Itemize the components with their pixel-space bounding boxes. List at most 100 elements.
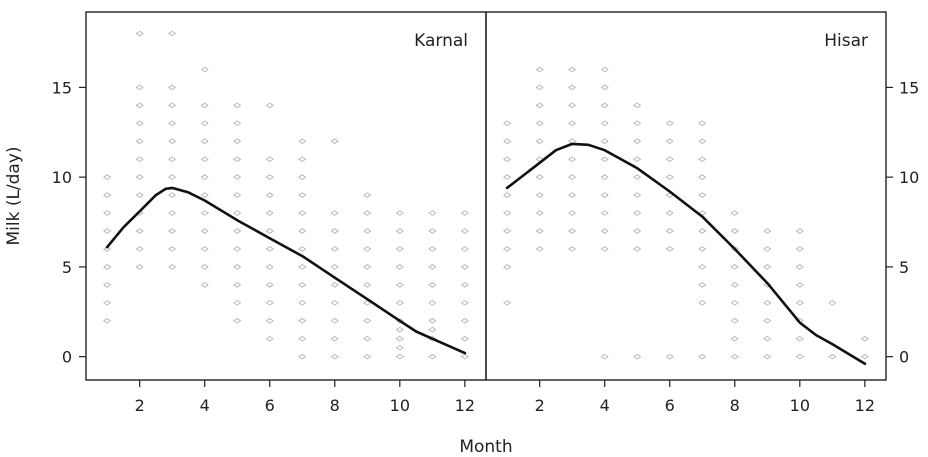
data-point — [600, 102, 609, 109]
data-point — [135, 192, 144, 198]
data-point — [330, 282, 339, 288]
data-point — [633, 192, 642, 198]
data-point — [535, 84, 544, 91]
data-point — [135, 102, 144, 109]
data-point — [600, 228, 609, 234]
data-point — [200, 138, 209, 145]
data-point — [233, 317, 242, 324]
y-axis: 0 0 5 5 10 10 15 15 — [52, 78, 920, 366]
data-point — [535, 138, 544, 145]
data-point — [395, 246, 404, 252]
data-point — [363, 317, 372, 324]
data-points-karnal — [103, 30, 469, 360]
data-point — [828, 353, 837, 360]
x-axis-title: Month — [459, 437, 512, 457]
data-point — [168, 264, 177, 270]
data-point — [633, 138, 642, 145]
x-tick-label: 4 — [600, 396, 610, 415]
data-point — [298, 174, 307, 180]
data-point — [860, 353, 869, 360]
data-point — [428, 326, 437, 333]
data-point — [168, 102, 177, 109]
x-tick-label: 6 — [265, 396, 275, 415]
data-point — [568, 210, 577, 216]
data-point — [763, 264, 772, 270]
data-point — [568, 192, 577, 198]
panel-frame — [485, 11, 887, 381]
y-axis-title: Milk (L/day) — [4, 146, 24, 245]
data-point — [428, 246, 437, 252]
data-point — [265, 264, 274, 270]
data-point — [200, 282, 209, 288]
data-point — [233, 138, 242, 145]
data-point — [698, 174, 707, 180]
data-point — [200, 120, 209, 127]
data-point — [265, 174, 274, 180]
data-point — [535, 120, 544, 127]
data-point — [103, 299, 112, 306]
data-point — [460, 299, 469, 306]
data-point — [795, 264, 804, 270]
data-point — [665, 353, 674, 360]
data-point — [633, 353, 642, 360]
data-point — [103, 317, 112, 324]
data-point — [730, 299, 739, 306]
data-point — [795, 299, 804, 306]
data-point — [460, 335, 469, 342]
data-point — [200, 66, 209, 73]
x-tick-label: 12 — [855, 396, 875, 415]
data-point — [568, 138, 577, 145]
data-point — [135, 156, 144, 163]
data-point — [168, 84, 177, 91]
data-point — [168, 156, 177, 163]
data-point — [298, 138, 307, 145]
data-point — [168, 228, 177, 234]
data-point — [363, 282, 372, 288]
data-point — [730, 264, 739, 270]
data-point — [428, 210, 437, 216]
data-point — [568, 102, 577, 109]
data-point — [600, 120, 609, 127]
data-point — [265, 246, 274, 252]
data-point — [600, 84, 609, 91]
data-point — [395, 344, 404, 351]
data-point — [363, 335, 372, 342]
data-point — [568, 120, 577, 127]
data-point — [633, 174, 642, 180]
data-point — [200, 156, 209, 163]
data-point — [698, 282, 707, 288]
data-point — [460, 264, 469, 270]
data-point — [135, 120, 144, 127]
data-point — [600, 192, 609, 198]
data-point — [503, 228, 512, 234]
data-point — [363, 246, 372, 252]
data-point — [460, 353, 469, 360]
data-point — [795, 228, 804, 234]
data-point — [265, 210, 274, 216]
x-axis: 2 4 6 8 10 12 2 4 6 8 10 12 — [135, 380, 875, 415]
data-point — [795, 335, 804, 342]
data-point — [135, 264, 144, 270]
data-point — [600, 353, 609, 360]
data-point — [233, 246, 242, 252]
data-point — [363, 210, 372, 216]
data-point — [633, 246, 642, 252]
data-point — [168, 120, 177, 127]
data-point — [363, 192, 372, 198]
data-point — [600, 210, 609, 216]
data-point — [103, 282, 112, 288]
x-tick-label: 2 — [135, 396, 145, 415]
data-point — [233, 282, 242, 288]
data-point — [168, 174, 177, 180]
data-point — [503, 264, 512, 270]
data-point — [200, 192, 209, 198]
data-point — [395, 210, 404, 216]
data-point — [233, 228, 242, 234]
data-point — [298, 282, 307, 288]
data-point — [330, 264, 339, 270]
data-point — [233, 192, 242, 198]
x-tick-label: 8 — [730, 396, 740, 415]
data-point — [200, 246, 209, 252]
data-point — [135, 246, 144, 252]
y-tick-label-right: 10 — [899, 168, 919, 187]
